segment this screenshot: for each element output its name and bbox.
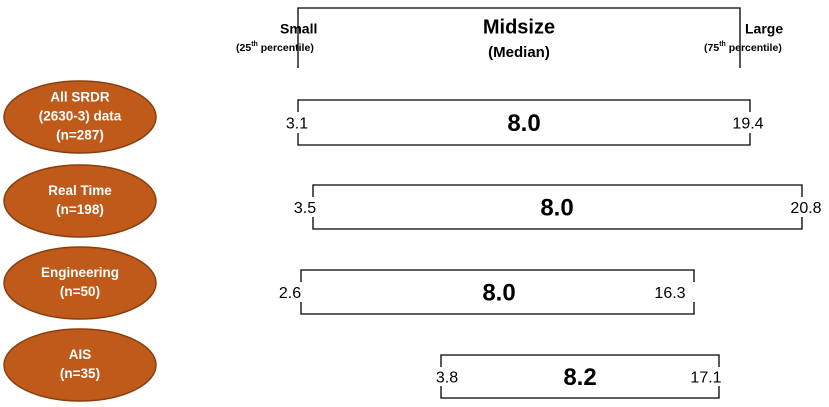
high-value: 17.1 bbox=[690, 370, 721, 387]
range-bracket-bottom bbox=[440, 386, 720, 399]
note-sup: th bbox=[251, 41, 258, 48]
group-label: (n=287) bbox=[56, 128, 104, 143]
note-text: percentile) bbox=[258, 42, 314, 54]
small-note: (25th percentile) bbox=[236, 41, 314, 54]
note-text: percentile) bbox=[726, 42, 782, 54]
range-bracket-top bbox=[300, 269, 695, 282]
median-value: 8.0 bbox=[507, 110, 540, 137]
group-label: Engineering bbox=[41, 265, 119, 280]
low-value: 3.5 bbox=[294, 200, 316, 217]
range-bracket-bottom bbox=[297, 133, 751, 146]
low-value: 3.8 bbox=[436, 370, 458, 387]
group-oval bbox=[3, 328, 157, 402]
note-text: (75 bbox=[704, 42, 719, 54]
group-oval bbox=[3, 246, 157, 320]
group-label: (n=35) bbox=[60, 366, 100, 381]
low-value: 2.6 bbox=[279, 285, 301, 302]
midsize-note: (Median) bbox=[488, 44, 550, 61]
range-bracket-top bbox=[312, 184, 803, 197]
group-oval bbox=[3, 80, 157, 154]
header-bracket bbox=[297, 7, 741, 68]
high-value: 19.4 bbox=[732, 116, 763, 133]
range-bracket-top bbox=[297, 99, 751, 112]
large-note: (75th percentile) bbox=[704, 41, 782, 54]
note-text: (25 bbox=[236, 42, 251, 54]
group-oval bbox=[3, 164, 157, 238]
low-value: 3.1 bbox=[286, 116, 308, 133]
group-label: AIS bbox=[69, 347, 92, 362]
range-bracket-top bbox=[440, 354, 720, 367]
high-value: 16.3 bbox=[654, 285, 685, 302]
group-label: (n=50) bbox=[60, 284, 100, 299]
group-label: (2630-3) data bbox=[39, 109, 122, 124]
high-value: 20.8 bbox=[790, 200, 821, 217]
group-label: (n=198) bbox=[56, 202, 104, 217]
range-bracket-bottom bbox=[312, 217, 803, 230]
large-label: Large bbox=[745, 21, 783, 37]
small-label: Small bbox=[280, 21, 317, 37]
group-label: Real Time bbox=[48, 183, 112, 198]
midsize-label: Midsize bbox=[483, 16, 555, 38]
note-sup: th bbox=[719, 41, 726, 48]
median-value: 8.2 bbox=[563, 364, 596, 391]
median-value: 8.0 bbox=[482, 279, 515, 306]
range-bracket-bottom bbox=[300, 302, 695, 315]
group-label: All SRDR bbox=[50, 90, 110, 105]
median-value: 8.0 bbox=[540, 194, 573, 221]
